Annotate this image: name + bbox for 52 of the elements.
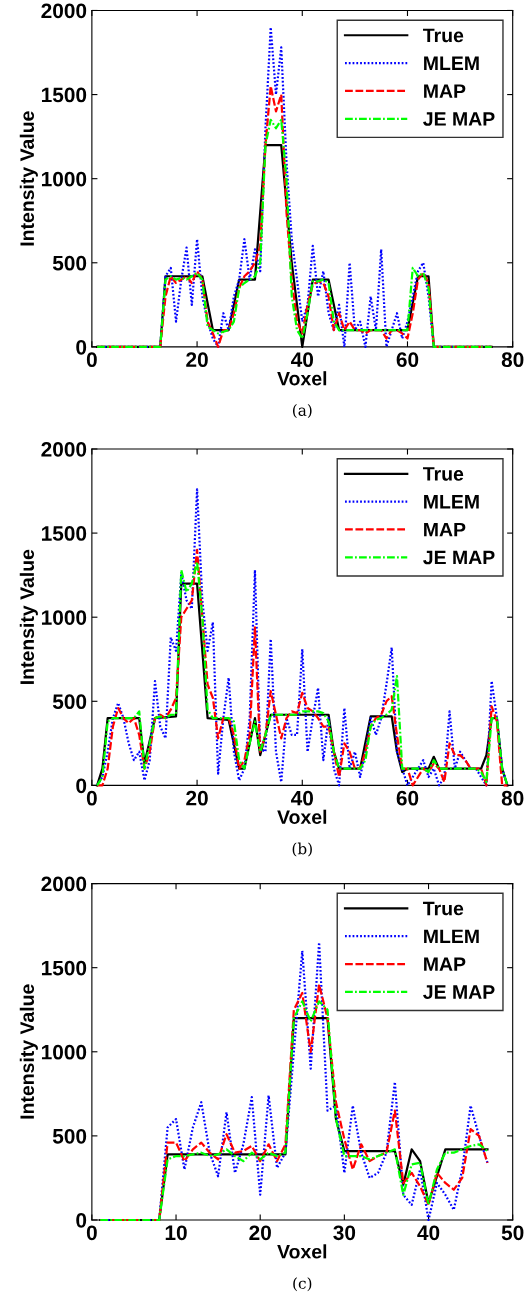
y-tick-label: 1000 <box>41 610 87 625</box>
y-tick-label: 1000 <box>41 171 87 187</box>
y-axis-title: Intensity Value <box>19 111 38 246</box>
x-tick-label: 10 <box>165 1225 187 1241</box>
x-tick-label: 0 <box>86 352 97 368</box>
y-axis-title: Intensity Value <box>19 549 38 684</box>
y-tick-label: 2000 <box>41 3 87 19</box>
y-tick-label: 0 <box>76 1212 87 1228</box>
legend-label: True <box>423 28 464 43</box>
y-tick-label: 0 <box>76 339 87 355</box>
y-tick-label: 2000 <box>41 876 87 892</box>
legend-label: MLEM <box>424 929 479 944</box>
x-tick-label: 30 <box>333 1225 356 1241</box>
x-tick-label: 80 <box>501 790 524 806</box>
x-tick-label: 80 <box>501 352 524 368</box>
x-tick-label: 40 <box>417 1225 440 1241</box>
y-tick-label: 1000 <box>41 1044 87 1060</box>
legend-label: MAP <box>424 957 466 971</box>
x-tick-label: 20 <box>186 352 208 368</box>
text: (b) <box>292 842 312 857</box>
y-tick-label: 1500 <box>41 526 87 541</box>
x-tick-label: 60 <box>396 790 419 806</box>
text: (c) <box>293 1277 312 1292</box>
y-tick-label: 500 <box>52 255 87 271</box>
legend-label: MLEM <box>424 495 479 509</box>
legend-label: MAP <box>424 84 466 98</box>
legend-label: JE MAP <box>423 550 495 565</box>
y-tick-label: 1500 <box>41 87 87 103</box>
x-axis-title: Voxel <box>277 809 327 824</box>
legend-label: JE MAP <box>423 112 495 126</box>
legend-label: True <box>423 467 464 481</box>
x-tick-label: 0 <box>86 1225 97 1241</box>
legend-label: MLEM <box>424 56 479 70</box>
legend-label: True <box>423 901 464 916</box>
y-tick-label: 0 <box>76 778 87 794</box>
y-tick-label: 1500 <box>41 960 87 976</box>
x-tick-label: 20 <box>186 790 208 806</box>
x-tick-label: 50 <box>501 1225 524 1241</box>
x-axis-title: Voxel <box>277 1244 327 1259</box>
x-tick-label: 40 <box>291 790 314 806</box>
x-tick-label: 60 <box>396 352 419 368</box>
y-axis-title: Intensity Value <box>19 984 38 1119</box>
y-tick-label: 500 <box>52 1128 87 1144</box>
x-axis-title: Voxel <box>277 371 327 386</box>
text: (a) <box>292 404 312 419</box>
y-tick-label: 2000 <box>41 441 87 457</box>
x-tick-label: 0 <box>86 790 97 806</box>
legend-label: MAP <box>424 522 466 537</box>
x-tick-label: 40 <box>291 352 314 368</box>
x-tick-label: 20 <box>249 1225 271 1241</box>
legend-label: JE MAP <box>423 985 495 999</box>
y-tick-label: 500 <box>52 694 87 710</box>
